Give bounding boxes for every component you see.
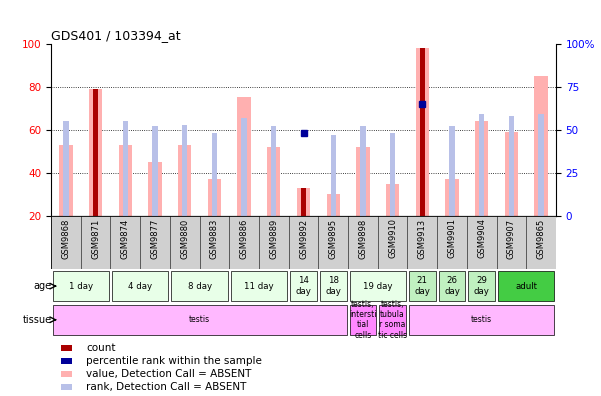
Bar <box>237 97 251 216</box>
Bar <box>297 188 310 216</box>
Text: GSM9886: GSM9886 <box>240 219 249 259</box>
Bar <box>360 126 365 216</box>
Bar <box>52 271 109 301</box>
Text: GSM9913: GSM9913 <box>418 219 427 259</box>
Text: count: count <box>87 343 116 353</box>
Text: tissue: tissue <box>23 315 52 325</box>
Bar <box>267 147 281 216</box>
Text: testis,
intersti
tial
cells: testis, intersti tial cells <box>349 300 377 340</box>
Text: percentile rank within the sample: percentile rank within the sample <box>87 356 262 366</box>
Text: GDS401 / 103394_at: GDS401 / 103394_at <box>51 29 181 42</box>
Bar <box>386 183 399 216</box>
Bar <box>61 345 72 351</box>
Text: age: age <box>34 281 52 291</box>
Text: GSM9904: GSM9904 <box>477 219 486 259</box>
Bar <box>479 114 484 216</box>
Text: 26
day: 26 day <box>444 276 460 296</box>
Bar <box>89 89 102 216</box>
Bar <box>409 305 555 335</box>
Text: 4 day: 4 day <box>128 282 152 291</box>
Bar <box>118 145 132 216</box>
Bar <box>445 179 459 216</box>
Bar <box>61 371 72 377</box>
Bar <box>409 271 436 301</box>
Bar <box>52 305 347 335</box>
Bar <box>320 271 347 301</box>
Bar <box>439 271 465 301</box>
Bar <box>208 179 221 216</box>
Text: value, Detection Call = ABSENT: value, Detection Call = ABSENT <box>87 369 252 379</box>
Text: 18
day: 18 day <box>325 276 341 296</box>
Text: 1 day: 1 day <box>69 282 93 291</box>
Bar <box>148 162 162 216</box>
Bar <box>231 271 287 301</box>
Bar <box>93 89 99 216</box>
Text: adult: adult <box>515 282 537 291</box>
Bar <box>112 271 168 301</box>
Text: testis,
tubula
r soma
tic cells: testis, tubula r soma tic cells <box>378 300 407 340</box>
Bar <box>61 358 72 364</box>
Bar <box>416 48 429 216</box>
Bar <box>61 384 72 390</box>
Text: 29
day: 29 day <box>474 276 490 296</box>
Bar <box>63 121 69 216</box>
Text: GSM9892: GSM9892 <box>299 219 308 259</box>
Bar <box>242 118 247 216</box>
Bar <box>419 104 425 216</box>
Bar <box>271 126 276 216</box>
Bar <box>468 271 495 301</box>
Text: GSM9898: GSM9898 <box>358 219 367 259</box>
Text: GSM9874: GSM9874 <box>121 219 130 259</box>
Text: GSM9907: GSM9907 <box>507 219 516 259</box>
Text: GSM9880: GSM9880 <box>180 219 189 259</box>
Text: 14
day: 14 day <box>296 276 311 296</box>
Text: 8 day: 8 day <box>188 282 212 291</box>
Text: testis: testis <box>471 315 492 324</box>
Bar <box>356 147 370 216</box>
Text: GSM9871: GSM9871 <box>91 219 100 259</box>
Bar <box>350 271 406 301</box>
Bar <box>498 271 555 301</box>
Text: GSM9868: GSM9868 <box>61 219 70 259</box>
Text: 19 day: 19 day <box>363 282 392 291</box>
Text: GSM9877: GSM9877 <box>150 219 159 259</box>
Bar <box>171 271 228 301</box>
Bar <box>331 135 336 216</box>
Bar <box>301 188 306 216</box>
Bar <box>379 305 406 335</box>
Text: testis: testis <box>189 315 210 324</box>
Bar <box>508 116 514 216</box>
Bar <box>390 133 395 216</box>
Bar <box>59 145 73 216</box>
Text: 21
day: 21 day <box>414 276 430 296</box>
Text: GSM9901: GSM9901 <box>448 219 457 259</box>
Bar <box>534 76 548 216</box>
Bar <box>450 126 455 216</box>
Text: rank, Detection Call = ABSENT: rank, Detection Call = ABSENT <box>87 382 247 392</box>
Bar <box>290 271 317 301</box>
Bar <box>350 305 376 335</box>
Bar <box>93 116 99 216</box>
Text: GSM9895: GSM9895 <box>329 219 338 259</box>
Bar <box>152 126 157 216</box>
Bar <box>123 121 128 216</box>
Text: GSM9865: GSM9865 <box>537 219 546 259</box>
Bar <box>326 194 340 216</box>
Bar <box>178 145 191 216</box>
Text: 11 day: 11 day <box>244 282 274 291</box>
Text: GSM9910: GSM9910 <box>388 219 397 259</box>
Bar <box>538 114 544 216</box>
Bar <box>419 48 425 216</box>
Bar <box>475 121 489 216</box>
Text: GSM9883: GSM9883 <box>210 219 219 259</box>
Bar <box>182 124 188 216</box>
Bar <box>212 133 217 216</box>
Text: GSM9889: GSM9889 <box>269 219 278 259</box>
Bar <box>505 132 518 216</box>
